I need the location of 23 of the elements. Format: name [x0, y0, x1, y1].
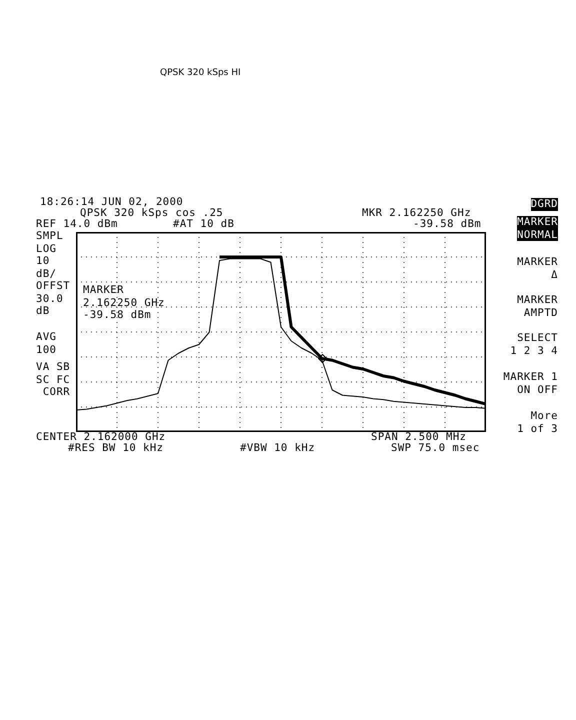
text: DGRD — [530, 198, 558, 210]
text: SWP 75.0 msec — [391, 442, 480, 454]
annotation: MARKER 2.162250 GHz -39.58 dBm — [83, 284, 165, 322]
text: MKR 2.162250 GHz — [362, 207, 472, 219]
text: MARKER NORMAL — [517, 216, 558, 241]
text: MARKER Δ — [517, 256, 558, 281]
text: 18:26:14 JUN 02, 2000 — [40, 196, 184, 208]
text: #VBW 10 kHz — [240, 442, 316, 454]
text: MARKER 1 ON OFF — [503, 371, 558, 396]
annotation: SPAN 2.500 MHz — [371, 431, 467, 443]
text: QPSK 320 kSps cos .25 — [80, 207, 224, 219]
text: #RES BW 10 kHz — [68, 442, 164, 454]
chart-title: QPSK 320 kSps HI — [160, 68, 241, 78]
text: AVG 100 — [36, 331, 56, 356]
text: SELECT 1 2 3 4 — [510, 332, 558, 357]
text: REF 14.0 dBm — [36, 218, 118, 230]
text: MARKER AMPTD — [517, 294, 558, 319]
annotation: CENTER 2.162000 GHz — [36, 431, 166, 443]
text: VA SB SC FC CORR — [36, 361, 70, 398]
text: #AT 10 dB — [173, 218, 234, 230]
text: -39.58 dBm — [413, 218, 482, 230]
text: More 1 of 3 — [517, 410, 558, 435]
text: SMPL LOG 10 dB/ OFFST 30.0 dB — [36, 230, 70, 318]
